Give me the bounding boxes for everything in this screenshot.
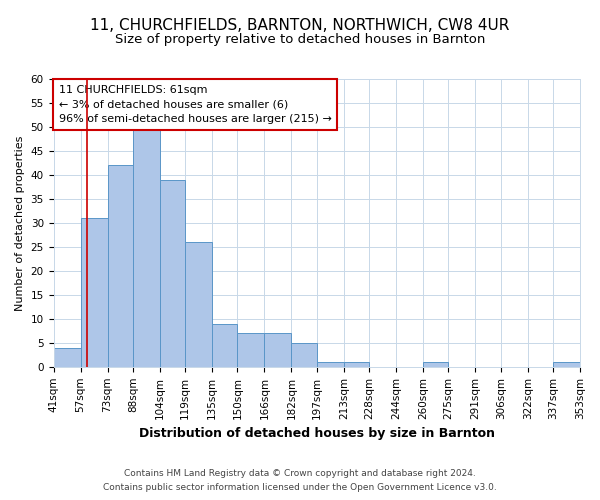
Bar — [160, 180, 185, 367]
Bar — [265, 333, 292, 367]
Bar — [185, 242, 212, 367]
Bar — [107, 166, 133, 367]
Bar — [317, 362, 344, 367]
Text: Contains public sector information licensed under the Open Government Licence v3: Contains public sector information licen… — [103, 484, 497, 492]
Bar — [238, 333, 265, 367]
Y-axis label: Number of detached properties: Number of detached properties — [15, 135, 25, 310]
Bar — [344, 362, 369, 367]
Bar — [292, 343, 317, 367]
Text: 11 CHURCHFIELDS: 61sqm
← 3% of detached houses are smaller (6)
96% of semi-detac: 11 CHURCHFIELDS: 61sqm ← 3% of detached … — [59, 85, 332, 124]
Bar — [212, 324, 238, 367]
Bar — [133, 127, 160, 367]
Text: Size of property relative to detached houses in Barnton: Size of property relative to detached ho… — [115, 32, 485, 46]
X-axis label: Distribution of detached houses by size in Barnton: Distribution of detached houses by size … — [139, 427, 495, 440]
Text: Contains HM Land Registry data © Crown copyright and database right 2024.: Contains HM Land Registry data © Crown c… — [124, 468, 476, 477]
Bar — [423, 362, 448, 367]
Text: 11, CHURCHFIELDS, BARNTON, NORTHWICH, CW8 4UR: 11, CHURCHFIELDS, BARNTON, NORTHWICH, CW… — [91, 18, 509, 32]
Bar — [553, 362, 580, 367]
Bar — [80, 218, 107, 367]
Bar — [53, 348, 80, 367]
